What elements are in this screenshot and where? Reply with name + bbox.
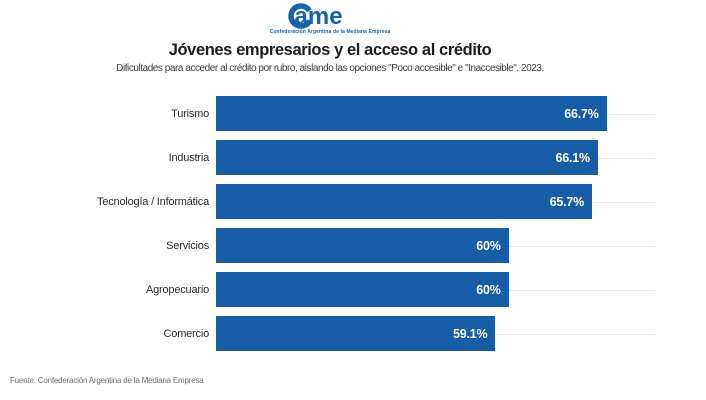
category-label: Servicios (166, 239, 209, 252)
bar-row: Comercio 59.1% (5, 312, 655, 356)
came-logo: ame Confederación Argentina de la Median… (0, 0, 660, 35)
came-logo-icon: ame (288, 3, 343, 30)
bar-track: 66.7% (216, 96, 655, 131)
bar-row: Servicios 60% (5, 224, 655, 268)
logo-text: ame (295, 3, 343, 29)
bar-track: 65.7% (216, 184, 655, 219)
bar-track: 59.1% (216, 316, 655, 351)
bar: 60% (216, 272, 509, 307)
logo-tagline: Confederación Argentina de la Mediana Em… (269, 29, 391, 35)
category-label: Agropecuario (145, 283, 209, 296)
bar-value-label: 60% (476, 238, 501, 253)
bar-chart: Turismo 66.7% Industria 66.1% Tecnología / I… (5, 92, 655, 356)
category-label: Turismo (171, 107, 209, 120)
bar-value-label: 66.7% (564, 106, 599, 121)
bar: 60% (216, 228, 509, 263)
chart-subtitle: Dificultades para acceder al crédito por… (116, 63, 544, 74)
bar: 65.7% (216, 184, 593, 219)
chart-header: ame Confederación Argentina de la Median… (0, 0, 660, 75)
chart-title: Jóvenes empresarios y el acceso al crédi… (168, 41, 492, 59)
category-label: Comercio (163, 327, 210, 340)
bar-row: Turismo 66.7% (5, 92, 655, 136)
bar-track: 66.1% (216, 140, 655, 175)
bar: 59.1% (216, 316, 496, 351)
bar-value-label: 66.1% (555, 150, 590, 165)
bar: 66.7% (216, 96, 607, 131)
bar-value-label: 60% (476, 282, 501, 297)
bar-track: 60% (216, 272, 655, 307)
category-label: Industria (168, 151, 210, 164)
bar-track: 60% (216, 228, 655, 263)
bar: 66.1% (216, 140, 598, 175)
source-note: Fuente: Confederación Argentina de la Me… (10, 376, 204, 385)
bar-value-label: 65.7% (549, 194, 585, 209)
bar-row: Agropecuario 60% (5, 268, 655, 312)
category-label: Tecnología / Informática (97, 195, 209, 208)
bar-row: Tecnología / Informática 65.7% (5, 180, 655, 224)
bar-value-label: 59.1% (453, 326, 488, 341)
bar-row: Industria 66.1% (5, 136, 655, 180)
